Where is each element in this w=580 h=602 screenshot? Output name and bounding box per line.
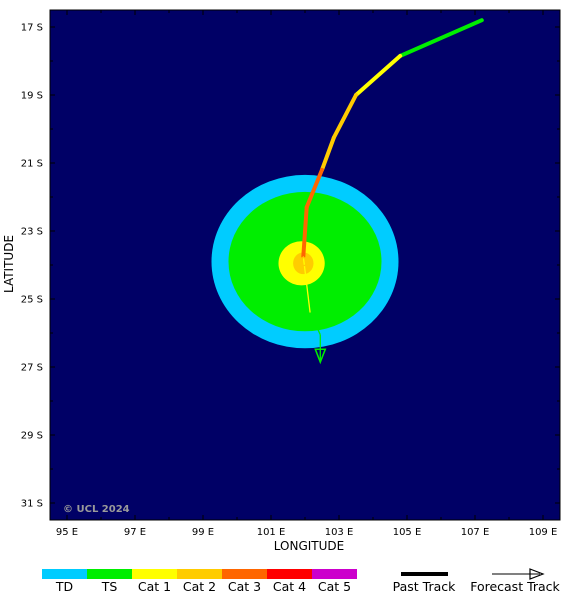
legend-swatch-ts: [87, 569, 132, 579]
intensity-legend: TD TS Cat 1 Cat 2 Cat 3 Cat 4 Cat 5: [42, 569, 357, 594]
lat-tick-label: 31 S: [21, 499, 43, 510]
past-track-segment: [354, 53, 403, 97]
forecast-track-legend-label: Forecast Track: [470, 579, 560, 594]
past-track-segment: [301, 205, 309, 259]
past-track-legend-label: Past Track: [393, 579, 456, 594]
lon-tick-label: 107 E: [461, 527, 490, 538]
axis-ticks: 95 E 97 E 99 E 101 E 103 E 105 E 107 E 109 E 17 …: [21, 10, 560, 538]
legend-label-cat-2: Cat 2: [183, 579, 216, 594]
forecast-arrow-icon: [314, 348, 327, 365]
legend-label-cat-3: Cat 3: [228, 579, 261, 594]
lon-tick-label: 103 E: [325, 527, 354, 538]
plot-frame: [49, 9, 561, 521]
current-position-marker: [298, 257, 308, 267]
past-track-segment: [398, 18, 484, 58]
wind-field-cat-2: [293, 252, 314, 275]
lon-tick-label: 109 E: [529, 527, 558, 538]
legend-label-cat-1: Cat 1: [138, 579, 171, 594]
legend-swatch-cat-1: [132, 569, 177, 579]
lat-tick-label: 25 S: [21, 295, 43, 306]
forecast-track-segment: [309, 312, 321, 335]
forecast-arrow-icon: [529, 568, 545, 580]
lon-tick-label: 99 E: [192, 527, 214, 538]
lon-tick-label: 95 E: [56, 527, 78, 538]
past-track-segment: [320, 135, 336, 172]
copyright-text: © UCL 2024: [63, 504, 130, 515]
lat-tick-label: 23 S: [21, 227, 43, 238]
past-track-segment: [304, 167, 324, 210]
lat-tick-label: 21 S: [21, 159, 43, 170]
lat-tick-label: 19 S: [21, 91, 43, 102]
lon-tick-label: 97 E: [124, 527, 146, 538]
lon-tick-label: 105 E: [393, 527, 422, 538]
legend-swatch-cat-2: [177, 569, 222, 579]
legend-swatch-cat-3: [222, 569, 267, 579]
legend-label-cat-4: Cat 4: [273, 579, 306, 594]
lat-tick-label: 29 S: [21, 431, 43, 442]
wind-field-layer: [211, 174, 399, 349]
lon-tick-label: 101 E: [257, 527, 286, 538]
legend-swatch-cat-4: [267, 569, 312, 579]
legend-label-td: TD: [55, 579, 73, 594]
y-axis-title: LATITUDE: [2, 235, 16, 293]
lat-tick-label: 27 S: [21, 363, 43, 374]
legend-label-ts: TS: [101, 579, 118, 594]
lat-tick-label: 17 S: [21, 23, 43, 34]
track-layer: [298, 18, 484, 365]
legend-label-cat-5: Cat 5: [318, 579, 351, 594]
x-axis-title: LONGITUDE: [274, 539, 344, 553]
legend-swatch-td: [42, 569, 87, 579]
past-track-segment: [331, 93, 358, 140]
legend-swatch-cat-5: [312, 569, 357, 579]
